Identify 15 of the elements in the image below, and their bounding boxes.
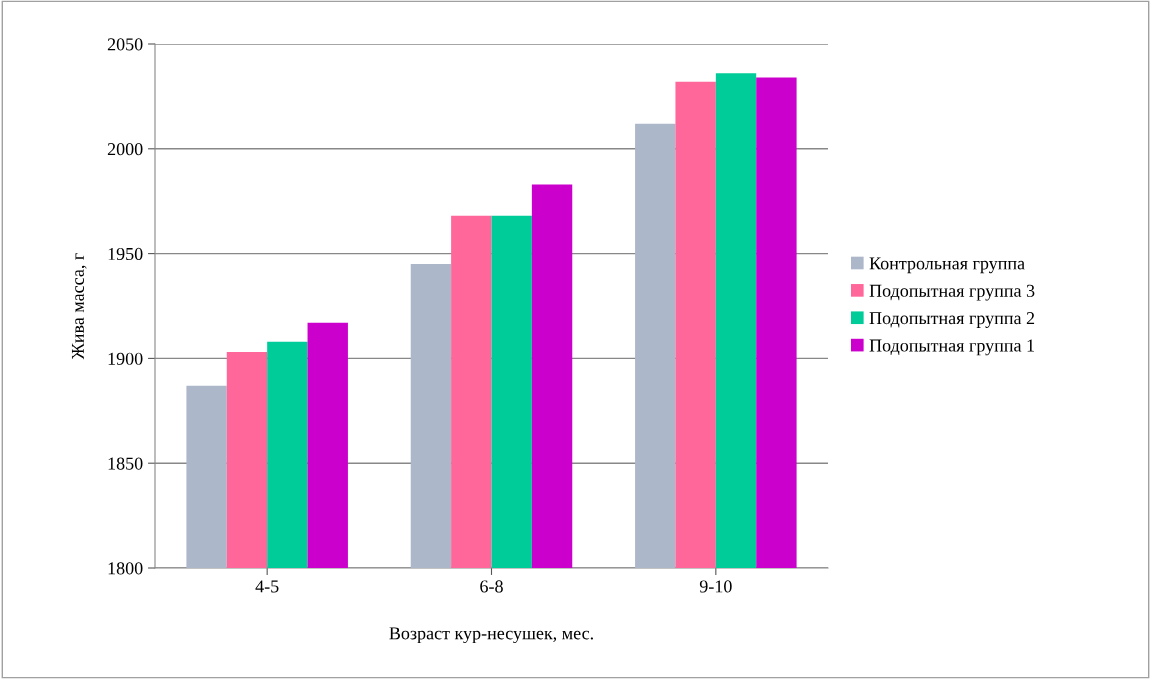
x-tick-label: 9-10 xyxy=(699,580,732,593)
y-tick-label: 1800 xyxy=(108,562,143,575)
legend-label: Контрольная группа xyxy=(869,257,1025,274)
y-tick-label: 2000 xyxy=(107,143,143,156)
y-tick-label: 1850 xyxy=(108,457,143,470)
x-axis-title: Возраст кур-несушек, мес. xyxy=(389,627,593,644)
legend-label: Подопытная группа 2 xyxy=(869,312,1035,328)
legend-label: Подопытная группа 1 xyxy=(869,339,1034,356)
x-tick-label: 6-8 xyxy=(480,580,503,593)
y-tick-label: 1900 xyxy=(108,352,143,365)
legend-label: Подопытная группа 3 xyxy=(869,284,1035,301)
y-tick-label: 1950 xyxy=(108,247,143,261)
y-axis-title: Жива масса, г xyxy=(71,253,87,360)
y-tick-label: 2050 xyxy=(107,38,143,51)
x-tick-label: 4-5 xyxy=(255,580,279,593)
